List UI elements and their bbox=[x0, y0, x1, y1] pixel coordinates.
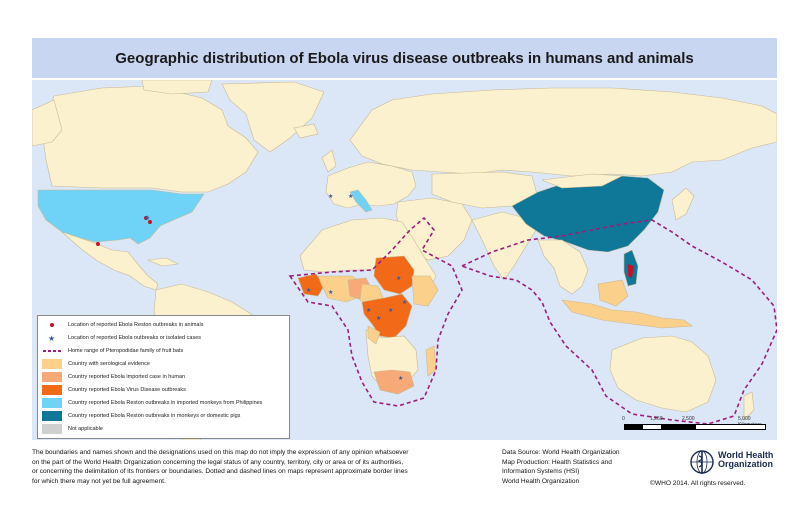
evd-swatch bbox=[42, 385, 62, 395]
who-name-line1: World Health bbox=[718, 450, 774, 460]
reston-pigs-swatch bbox=[42, 411, 62, 421]
scale-label: 1,250 bbox=[650, 416, 663, 422]
legend-label: Country reported Ebola Reston outbreaks … bbox=[68, 413, 241, 419]
italy bbox=[349, 189, 373, 213]
world-map: ★ ★ ★ ★ ★ ★ ★ ★ ★ ★ ★ bbox=[32, 80, 777, 440]
legend: Location of reported Ebola Reston outbre… bbox=[37, 315, 290, 439]
sudan-evd bbox=[373, 255, 415, 295]
star-west-africa: ★ bbox=[306, 287, 311, 294]
title-bar: Geographic distribution of Ebola virus d… bbox=[32, 38, 777, 78]
reston-dot-usa-1 bbox=[144, 216, 148, 220]
east-africa-sero bbox=[411, 275, 439, 307]
new-zealand bbox=[743, 391, 755, 421]
legend-row-imported: Country reported Ebola imported case in … bbox=[38, 370, 289, 384]
canada bbox=[41, 85, 259, 193]
caribbean bbox=[146, 257, 180, 267]
legend-row-na: Not applicable bbox=[38, 422, 289, 436]
legend-label: Country with serological evidence bbox=[68, 361, 150, 367]
star-drc: ★ bbox=[388, 307, 393, 314]
imported-swatch bbox=[42, 372, 62, 382]
star-ivory-coast: ★ bbox=[328, 289, 333, 296]
greenland bbox=[221, 81, 325, 153]
legend-row-reston-animals: Location of reported Ebola Reston outbre… bbox=[38, 318, 289, 332]
who-logo: World Health Organization bbox=[688, 448, 780, 478]
disclaimer-line: for which there may not yet be full agre… bbox=[32, 477, 166, 485]
legend-row-evd: Country reported Ebola Virus Disease out… bbox=[38, 383, 289, 397]
na-swatch bbox=[42, 424, 62, 434]
serological-swatch bbox=[42, 359, 62, 369]
disclaimer-line: The boundaries and names shown and the d… bbox=[32, 449, 409, 456]
star-italy: ★ bbox=[348, 193, 353, 200]
reston-dot-usa-3 bbox=[96, 242, 100, 246]
red-dot-icon bbox=[50, 323, 54, 327]
borneo bbox=[597, 279, 629, 307]
legend-label: Location of reported Ebola Reston outbre… bbox=[68, 322, 204, 328]
legend-label: Country reported Ebola Virus Disease out… bbox=[68, 387, 186, 393]
map-title: Geographic distribution of Ebola virus d… bbox=[115, 49, 694, 67]
congo-evd bbox=[361, 293, 413, 339]
usa bbox=[37, 189, 205, 245]
australia bbox=[609, 335, 717, 413]
legend-row-bat-range: Home range of Pteropodidae family of fru… bbox=[38, 344, 289, 358]
legend-row-serological: Country with serological evidence bbox=[38, 357, 289, 371]
reston-dot-philippines bbox=[628, 270, 632, 274]
bat-range-africa bbox=[288, 216, 463, 407]
disclaimer-line: on the part of the World Health Organiza… bbox=[32, 458, 404, 466]
angola-sero bbox=[367, 325, 381, 345]
legend-label: Home range of Pteropodidae family of fru… bbox=[68, 348, 184, 354]
legend-label: Country reported Ebola Reston outbreaks … bbox=[68, 400, 263, 406]
credit-line: Information Systems (HSI) bbox=[502, 468, 580, 475]
southeast-asia bbox=[537, 239, 589, 295]
who-emblem-icon bbox=[690, 450, 714, 474]
map-area[interactable]: ★ ★ ★ ★ ★ ★ ★ ★ ★ ★ ★ bbox=[32, 80, 777, 440]
star-south-africa: ★ bbox=[398, 375, 403, 382]
reston-imported-swatch bbox=[42, 398, 62, 408]
reston-dot-usa-2 bbox=[148, 220, 152, 224]
scale-bar: 0 1,250 2,500 5,000 Kilometers bbox=[622, 415, 772, 437]
indonesia bbox=[561, 299, 693, 329]
credit-line: Map Production: Health Statistics and bbox=[502, 458, 612, 466]
russia bbox=[349, 87, 777, 177]
disclaimer-line: or concerning the delimitation of its fr… bbox=[32, 468, 408, 475]
who-name: World Health Organization bbox=[718, 451, 773, 469]
mongolia bbox=[541, 173, 624, 189]
star-sudan: ★ bbox=[396, 275, 401, 282]
star-usa: ★ bbox=[144, 214, 150, 222]
credit-line: Data Source: World Health Organization bbox=[502, 449, 620, 456]
madagascar bbox=[425, 345, 437, 377]
legend-row-outbreaks: ★ Location of reported Ebola outbreaks o… bbox=[38, 331, 289, 345]
star-congo: ★ bbox=[376, 315, 381, 322]
svg-text:★: ★ bbox=[48, 334, 55, 343]
scale-label: 0 bbox=[622, 416, 625, 422]
blue-star-icon: ★ bbox=[48, 334, 55, 343]
legend-row-reston-pigs: Country reported Ebola Reston outbreaks … bbox=[38, 409, 289, 423]
iceland bbox=[293, 123, 319, 139]
who-name-line2: Organization bbox=[718, 459, 774, 469]
south-africa bbox=[373, 369, 415, 395]
legend-row-reston-imported: Country reported Ebola Reston outbreaks … bbox=[38, 396, 289, 410]
mexico bbox=[61, 231, 159, 291]
west-africa-evd bbox=[297, 273, 325, 297]
bat-range-asia bbox=[459, 219, 777, 425]
disclaimer: The boundaries and names shown and the d… bbox=[32, 448, 492, 486]
europe bbox=[325, 161, 417, 209]
scale-line bbox=[624, 424, 766, 430]
arctic-islands bbox=[141, 80, 213, 95]
alaska bbox=[32, 99, 63, 147]
legend-label: Location of reported Ebola outbreaks or … bbox=[68, 335, 201, 341]
credit-line: World Health Organization bbox=[502, 477, 580, 485]
credits: Data Source: World Health Organization M… bbox=[502, 448, 652, 486]
scale-label: 2,500 bbox=[682, 416, 695, 422]
japan bbox=[671, 187, 695, 221]
star-spain: ★ bbox=[328, 193, 333, 200]
star-uganda: ★ bbox=[402, 299, 407, 306]
uk bbox=[321, 149, 337, 173]
dashed-line-icon bbox=[43, 350, 61, 352]
star-gabon: ★ bbox=[366, 307, 371, 314]
copyright: ©WHO 2014. All rights reserved. bbox=[650, 480, 746, 487]
india bbox=[471, 211, 537, 281]
legend-label: Country reported Ebola imported case in … bbox=[68, 374, 186, 380]
legend-label: Not applicable bbox=[68, 426, 103, 432]
